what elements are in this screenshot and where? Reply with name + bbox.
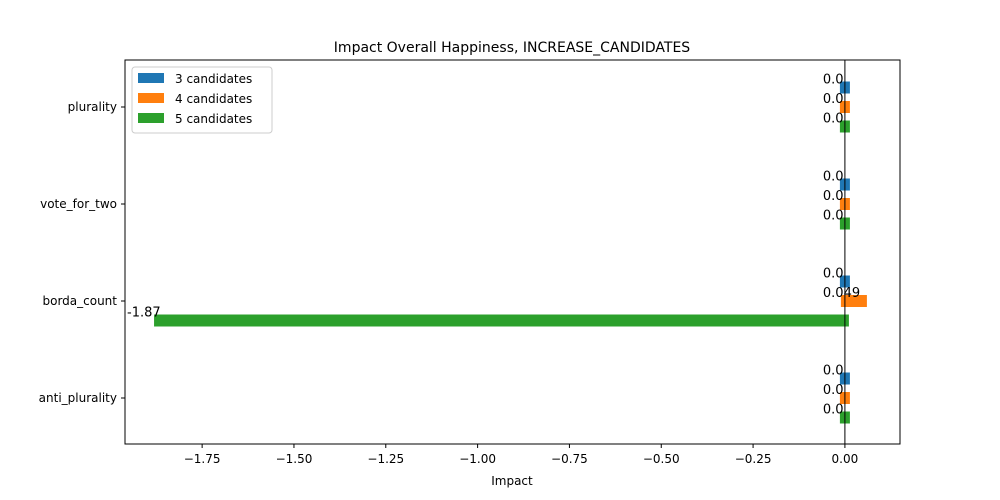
x-axis: −1.75 −1.50 −1.25 −1.00 −0.75 −0.50 −0.25 0.00 [184,444,859,466]
bar-label-5-candidates-plurality: 0.0 [823,112,844,127]
bar-label-3-candidates-vote_for_two: 0.0 [823,170,844,185]
bar-label-4-candidates-plurality: 0.0 [823,92,844,107]
legend-swatch [138,113,164,123]
x-tick-label: −0.50 [643,452,680,466]
bar-label-5-candidates-anti_plurality: 0.0 [823,403,844,418]
bar-label-3-candidates-plurality: 0.0 [823,73,844,88]
bar-label-4-candidates-borda_count: 0.049 [823,286,860,301]
bar-label-4-candidates-vote_for_two: 0.0 [823,189,844,204]
x-tick-label: −1.50 [276,452,313,466]
legend-swatch [138,73,164,83]
bar-label-3-candidates-anti_plurality: 0.0 [823,364,844,379]
y-axis: plurality vote_for_two borda_count anti_plu… [39,100,125,405]
y-tick-label: borda_count [42,294,117,308]
legend-swatch [138,93,164,103]
x-tick-label: −0.75 [551,452,588,466]
x-tick-label: −0.25 [735,452,772,466]
bar-labels-layer: 0.0 0.0 0.0 0.0 0.0 0.0 0.049 0.0 0.0 0.0 -1.87 0.0 [127,73,860,418]
legend-box [131,66,273,134]
x-tick-label: −1.00 [459,452,496,466]
x-tick-label: −1.25 [367,452,404,466]
plot-frame [124,59,901,445]
y-tick-label: plurality [68,100,117,114]
bar-label-5-candidates-vote_for_two: 0.0 [823,209,844,224]
bar-label-5-candidates-borda_count: -1.87 [127,306,161,321]
bar-label-3-candidates-borda_count: 0.0 [823,267,844,282]
legend-label: 4 candidates [175,92,252,106]
x-tick-label: 0.00 [832,452,859,466]
legend: 3 candidates 4 candidates 5 candidates [131,66,273,134]
x-tick-label: −1.75 [184,452,221,466]
bar-label-4-candidates-anti_plurality: 0.0 [823,383,844,398]
legend-label: 3 candidates [175,72,252,86]
chart-title: Impact Overall Happiness, INCREASE_CANDI… [334,40,691,56]
legend-label: 5 candidates [175,112,252,126]
bar-4-candidates-borda_count [840,295,867,307]
y-tick-label: vote_for_two [40,197,117,211]
bar-5-candidates-borda_count [154,314,849,327]
x-axis-label: Impact [491,474,533,488]
y-tick-label: anti_plurality [39,391,117,405]
